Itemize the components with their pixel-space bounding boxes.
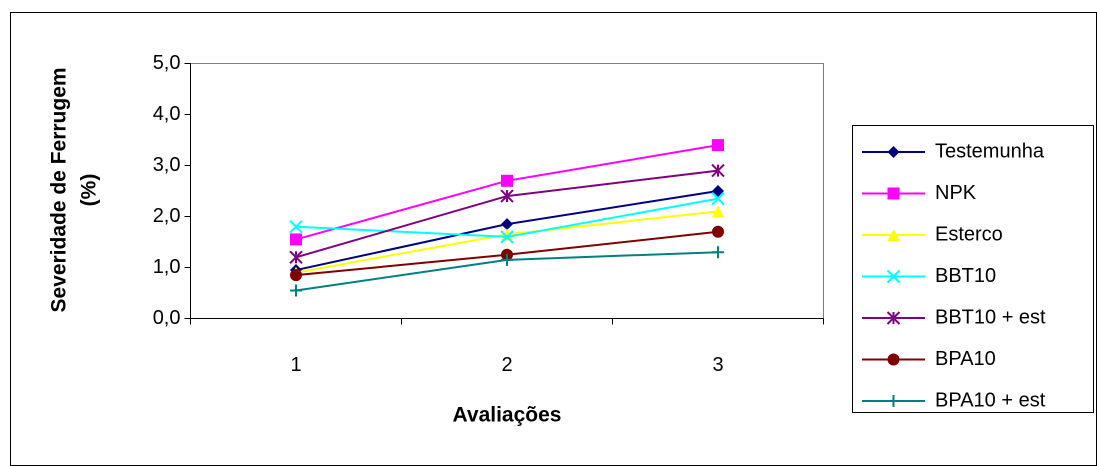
legend-marker <box>886 311 901 325</box>
x-tick-label: 2 <box>501 354 512 376</box>
x-axis-title: Avaliações <box>453 404 562 427</box>
y-tick-label: 3,0 <box>153 154 181 176</box>
marker <box>290 284 302 297</box>
marker <box>501 174 513 187</box>
legend-label: BPA10 <box>935 348 996 370</box>
legend-label: NPK <box>935 182 977 204</box>
marker <box>712 205 724 218</box>
y-tick-label: 4,0 <box>153 103 181 125</box>
legend-marker <box>887 229 900 241</box>
marker <box>500 230 514 244</box>
marker <box>501 253 513 266</box>
marker <box>290 233 302 246</box>
marker <box>500 189 514 203</box>
marker <box>290 269 302 282</box>
y-tick-label: 0,0 <box>153 307 181 329</box>
y-axis-title: (%) <box>78 174 101 207</box>
legend-marker <box>887 353 900 366</box>
legend-marker <box>887 187 900 200</box>
marker <box>501 218 513 231</box>
legend-marker <box>887 146 900 158</box>
x-tick-label: 3 <box>712 354 723 376</box>
x-tick-label: 1 <box>290 354 301 376</box>
marker <box>289 250 303 265</box>
legend-label: BBT10 <box>935 265 996 287</box>
legend-label: Testemunha <box>935 140 1045 162</box>
marker <box>712 225 724 238</box>
y-tick-label: 1,0 <box>153 256 181 278</box>
marker <box>712 246 724 259</box>
marker <box>711 191 725 206</box>
legend-label: BBT10 + est <box>935 306 1046 328</box>
legend-marker <box>886 269 901 284</box>
y-tick-label: 2,0 <box>153 205 181 227</box>
y-axis-title: Severidade de Ferrugem <box>48 67 71 312</box>
marker <box>711 163 725 178</box>
legend-marker <box>887 395 900 407</box>
y-tick-label: 5,0 <box>153 52 181 74</box>
marker <box>712 139 724 152</box>
marker <box>712 185 724 197</box>
legend-label: BPA10 + est <box>935 389 1046 411</box>
legend-label: Esterco <box>935 223 1003 245</box>
marker <box>289 219 303 234</box>
